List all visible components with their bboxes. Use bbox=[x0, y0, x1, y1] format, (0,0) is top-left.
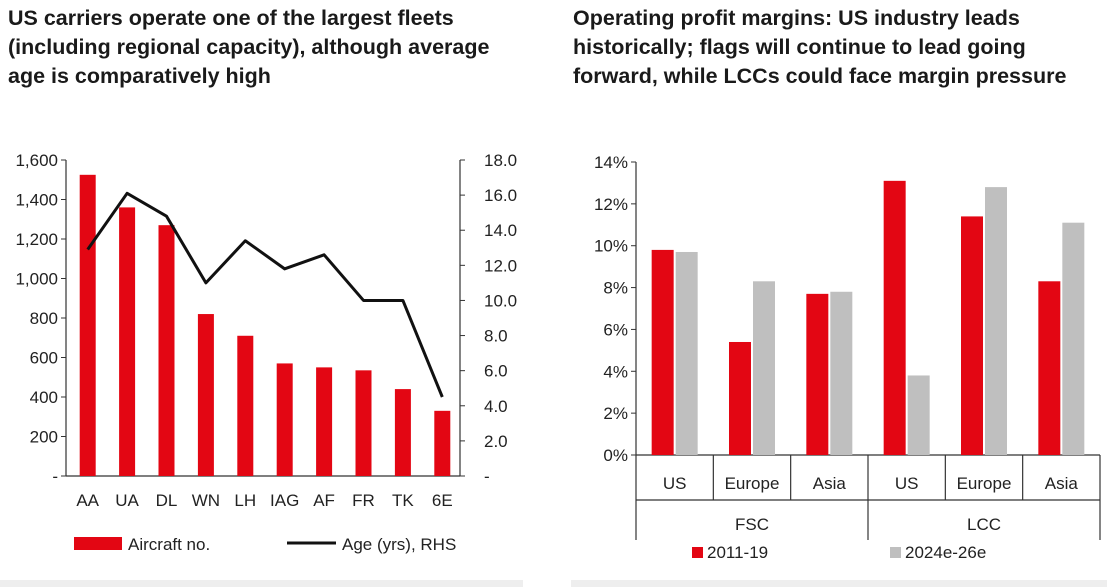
margin-bar-2011-19 bbox=[883, 180, 906, 456]
left-y-tick-label: - bbox=[52, 467, 58, 486]
legend-label-aircraft: Aircraft no. bbox=[128, 535, 210, 554]
margin-category-label: Asia bbox=[1045, 474, 1079, 493]
x-category-label: UA bbox=[115, 491, 139, 510]
legend-swatch-2011-19 bbox=[692, 547, 703, 558]
x-category-label: WN bbox=[192, 491, 220, 510]
right-footer-divider bbox=[571, 580, 1107, 587]
age-line bbox=[86, 191, 444, 398]
aircraft-bar bbox=[394, 389, 411, 476]
x-category-label: TK bbox=[392, 491, 414, 510]
aircraft-bar bbox=[434, 410, 451, 476]
legend-swatch-aircraft bbox=[74, 537, 122, 550]
margin-y-tick-label: 0% bbox=[603, 446, 628, 465]
legend-swatch-2024e-26e bbox=[890, 547, 901, 558]
aircraft-bar bbox=[355, 370, 372, 476]
legend-label-2024e-26e: 2024e-26e bbox=[905, 543, 986, 562]
x-category-label: AA bbox=[76, 491, 99, 510]
margin-bar-2024e-26e bbox=[1062, 222, 1085, 455]
x-category-label: AF bbox=[313, 491, 335, 510]
margin-bar-2011-19 bbox=[729, 341, 751, 455]
aircraft-bar bbox=[119, 207, 136, 476]
margin-bar-2011-19 bbox=[806, 293, 829, 455]
x-category-label: DL bbox=[156, 491, 178, 510]
right-y-tick-label: 14.0 bbox=[484, 221, 517, 240]
right-y-tick-label: 10.0 bbox=[484, 291, 517, 310]
right-y-tick-label: 4.0 bbox=[484, 397, 508, 416]
aircraft-bar bbox=[276, 363, 293, 476]
margin-y-tick-label: 12% bbox=[594, 195, 628, 214]
margin-category-label: US bbox=[663, 474, 687, 493]
margin-y-tick-label: 8% bbox=[603, 279, 628, 298]
right-y-tick-label: 18.0 bbox=[484, 151, 517, 170]
margin-category-label: Asia bbox=[813, 474, 847, 493]
left-y-tick-label: 1,000 bbox=[15, 270, 58, 289]
right-y-tick-label: 12.0 bbox=[484, 256, 517, 275]
margin-y-tick-label: 4% bbox=[603, 362, 628, 381]
margin-y-tick-label: 10% bbox=[594, 237, 628, 256]
left-y-tick-label: 1,600 bbox=[15, 151, 58, 170]
legend-label-age: Age (yrs), RHS bbox=[342, 535, 456, 554]
margin-group-label: LCC bbox=[967, 515, 1001, 534]
margin-bar-2011-19 bbox=[961, 216, 983, 455]
left-footer-divider bbox=[0, 580, 523, 587]
margin-bar-2024e-26e bbox=[675, 251, 698, 455]
margin-group-label: FSC bbox=[735, 515, 769, 534]
x-category-label: 6E bbox=[432, 491, 453, 510]
aircraft-bar bbox=[237, 335, 254, 476]
left-y-tick-label: 400 bbox=[30, 388, 58, 407]
x-category-label: LH bbox=[234, 491, 256, 510]
left-y-tick-label: 200 bbox=[30, 428, 58, 447]
right-y-tick-label: 2.0 bbox=[484, 432, 508, 451]
right-y-tick-label: 8.0 bbox=[484, 327, 508, 346]
aircraft-bar bbox=[158, 225, 175, 476]
margin-bar-2011-19 bbox=[1038, 281, 1061, 455]
right-chart-title: Operating profit margins: US industry le… bbox=[573, 6, 1067, 88]
right-y-tick-label: 6.0 bbox=[484, 362, 508, 381]
legend-label-2011-19: 2011-19 bbox=[707, 543, 768, 562]
right-y-tick-label: 16.0 bbox=[484, 186, 517, 205]
aircraft-bar bbox=[79, 174, 96, 476]
x-category-label: IAG bbox=[270, 491, 299, 510]
left-y-tick-label: 1,400 bbox=[15, 191, 58, 210]
margin-category-label: Europe bbox=[957, 474, 1012, 493]
right-y-tick-label: - bbox=[484, 467, 490, 486]
margin-bar-2024e-26e bbox=[907, 375, 930, 455]
margin-category-label: US bbox=[895, 474, 919, 493]
aircraft-bar bbox=[316, 367, 333, 476]
left-y-tick-label: 600 bbox=[30, 349, 58, 368]
margin-bar-2024e-26e bbox=[753, 281, 775, 455]
margin-y-tick-label: 14% bbox=[594, 153, 628, 172]
margin-category-label: Europe bbox=[725, 474, 780, 493]
aircraft-bar bbox=[197, 314, 214, 476]
left-y-tick-label: 1,200 bbox=[15, 230, 58, 249]
margin-bar-2024e-26e bbox=[985, 187, 1007, 455]
margin-y-tick-label: 2% bbox=[603, 404, 628, 423]
margin-bar-2011-19 bbox=[651, 249, 674, 455]
margin-y-tick-label: 6% bbox=[603, 320, 628, 339]
left-y-tick-label: 800 bbox=[30, 309, 58, 328]
left-chart-title: US carriers operate one of the largest f… bbox=[8, 6, 490, 88]
x-category-label: FR bbox=[352, 491, 375, 510]
margin-bar-2024e-26e bbox=[830, 291, 853, 455]
